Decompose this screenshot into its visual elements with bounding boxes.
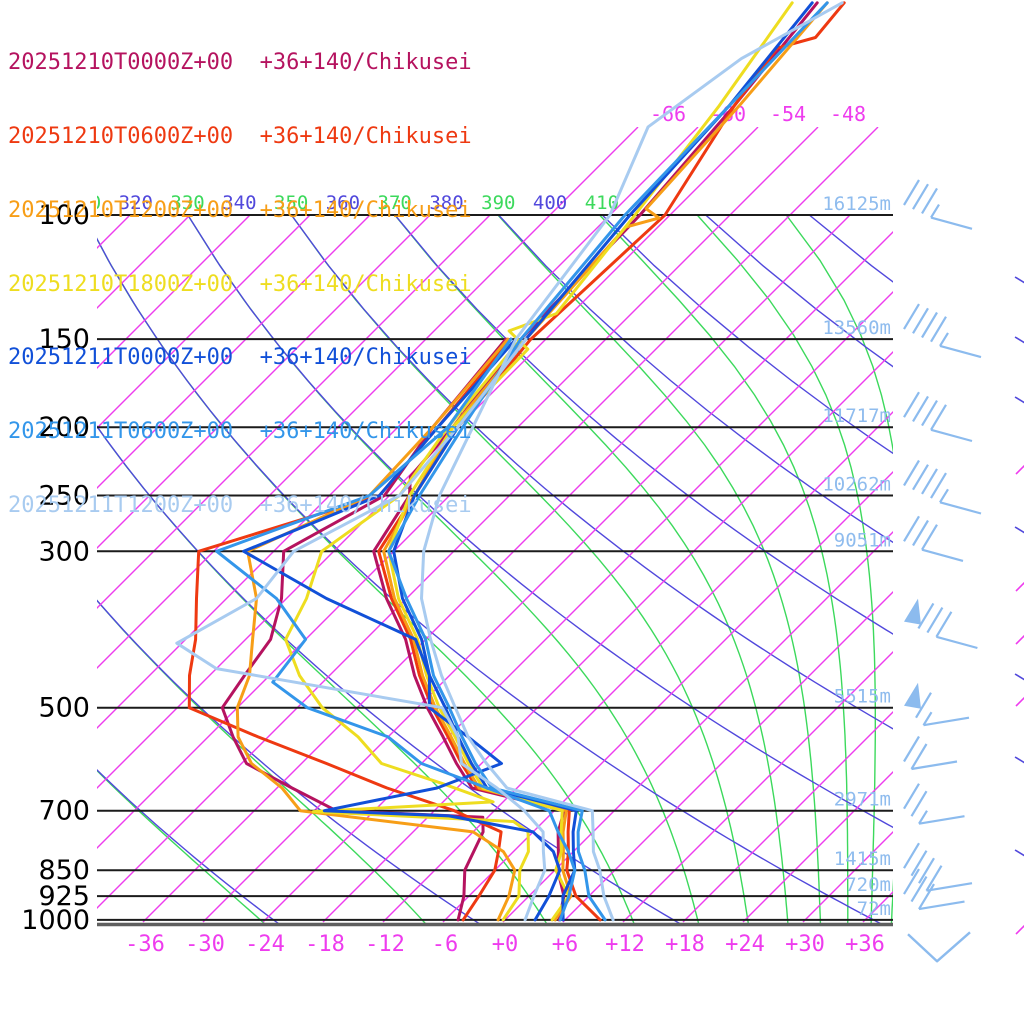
svg-text:360: 360 — [326, 192, 360, 214]
wind-barb — [904, 598, 978, 650]
svg-text:72m: 72m — [857, 898, 891, 920]
svg-text:10262m: 10262m — [822, 474, 891, 496]
wind-barb — [903, 868, 965, 911]
svg-text:16125m: 16125m — [822, 193, 891, 215]
svg-text:2971m: 2971m — [834, 789, 891, 811]
svg-text:330: 330 — [170, 192, 204, 214]
svg-text:-24: -24 — [245, 932, 285, 957]
dewpoint-curve — [284, 337, 530, 922]
legend-item: 20251211T1200Z+00 +36+140/Chikusei — [8, 492, 472, 518]
svg-text:+12: +12 — [605, 932, 645, 957]
svg-text:300: 300 — [38, 536, 90, 567]
legend-item: 20251211T0600Z+00 +36+140/Chikusei — [8, 419, 472, 445]
dewpoint-curve — [175, 337, 547, 922]
svg-text:340: 340 — [222, 192, 256, 214]
pressure-gridlines — [97, 214, 893, 927]
svg-text:250: 250 — [38, 481, 90, 512]
legend-item: 20251211T0000Z+00 +36+140/Chikusei — [8, 345, 472, 371]
svg-text:150: 150 — [38, 324, 90, 355]
svg-text:11717m: 11717m — [822, 405, 891, 427]
dewpoint-curve — [215, 337, 577, 922]
altitude-labels: 16125m 13560m 11717m 10262m 9051m 5515m 2971m 1… — [822, 193, 891, 920]
theta-axis-labels: 310 320 330 340 350 360 370 380 390 400 410 — [67, 192, 619, 214]
svg-text:350: 350 — [274, 192, 308, 214]
wind-barb — [903, 842, 973, 892]
svg-text:-6: -6 — [432, 932, 459, 957]
svg-text:700: 700 — [38, 796, 90, 827]
svg-text:-30: -30 — [185, 932, 225, 957]
temperature-axis-labels: -36 -30 -24 -18 -12 -6 +0 +6 +12 +18 +24 +30 +36 — [125, 932, 885, 957]
svg-text:13560m: 13560m — [822, 317, 891, 339]
svg-text:200: 200 — [38, 412, 90, 443]
svg-text:+30: +30 — [785, 932, 825, 957]
wind-barb — [903, 515, 964, 562]
svg-text:850: 850 — [38, 855, 90, 886]
edge-line-stubs — [1014, 276, 1024, 935]
wind-barb — [903, 459, 982, 515]
legend-item: 20251210T1200Z+00 +36+140/Chikusei — [8, 197, 472, 223]
svg-text:720m: 720m — [845, 874, 891, 896]
svg-text:410: 410 — [585, 192, 619, 214]
dewpoint-curve — [187, 337, 513, 922]
svg-text:-12: -12 — [365, 932, 405, 957]
svg-text:1415m: 1415m — [834, 848, 891, 870]
svg-text:100: 100 — [38, 200, 90, 231]
dry-adiabats — [97, 215, 893, 923]
wind-barbs — [903, 179, 982, 963]
dewpoint-curve — [220, 337, 508, 922]
svg-text:9051m: 9051m — [834, 529, 891, 551]
temperature-curve — [377, 1, 846, 922]
svg-text:380: 380 — [429, 192, 463, 214]
wind-barb — [903, 303, 982, 359]
isotherm-top-labels: -66 -60 -54 -48 — [650, 102, 866, 126]
svg-text:400: 400 — [533, 192, 567, 214]
legend-item: 20251210T1800Z+00 +36+140/Chikusei — [8, 271, 472, 297]
svg-text:370: 370 — [378, 192, 412, 214]
svg-text:925: 925 — [38, 881, 90, 912]
svg-text:1000: 1000 — [21, 905, 90, 936]
wind-barb — [903, 783, 965, 825]
svg-text:+24: +24 — [725, 932, 765, 957]
svg-text:+6: +6 — [552, 932, 579, 957]
legend-item: 20251210T0000Z+00 +36+140/Chikusei — [8, 50, 472, 76]
svg-text:+0: +0 — [492, 932, 519, 957]
legend-item: 20251210T0600Z+00 +36+140/Chikusei — [8, 123, 472, 149]
svg-text:-36: -36 — [125, 932, 165, 957]
wind-barb — [903, 735, 958, 771]
wind-barb — [903, 179, 973, 230]
svg-text:500: 500 — [38, 693, 90, 724]
svg-text:310: 310 — [67, 192, 101, 214]
svg-text:+18: +18 — [665, 932, 705, 957]
svg-text:-48: -48 — [830, 102, 866, 126]
legend: 20251210T0000Z+00 +36+140/Chikusei 20251… — [8, 2, 472, 568]
sounding-curves — [175, 1, 846, 922]
svg-text:5515m: 5515m — [834, 686, 891, 708]
wind-barb — [904, 682, 970, 727]
svg-text:-18: -18 — [305, 932, 345, 957]
dewpoint-curve — [242, 337, 562, 922]
wind-barb — [903, 391, 973, 443]
svg-text:-54: -54 — [770, 102, 806, 126]
temperature-curve — [420, 1, 844, 922]
svg-text:+36: +36 — [845, 932, 885, 957]
temperature-curve — [387, 1, 829, 922]
svg-text:320: 320 — [119, 192, 153, 214]
svg-text:390: 390 — [481, 192, 515, 214]
